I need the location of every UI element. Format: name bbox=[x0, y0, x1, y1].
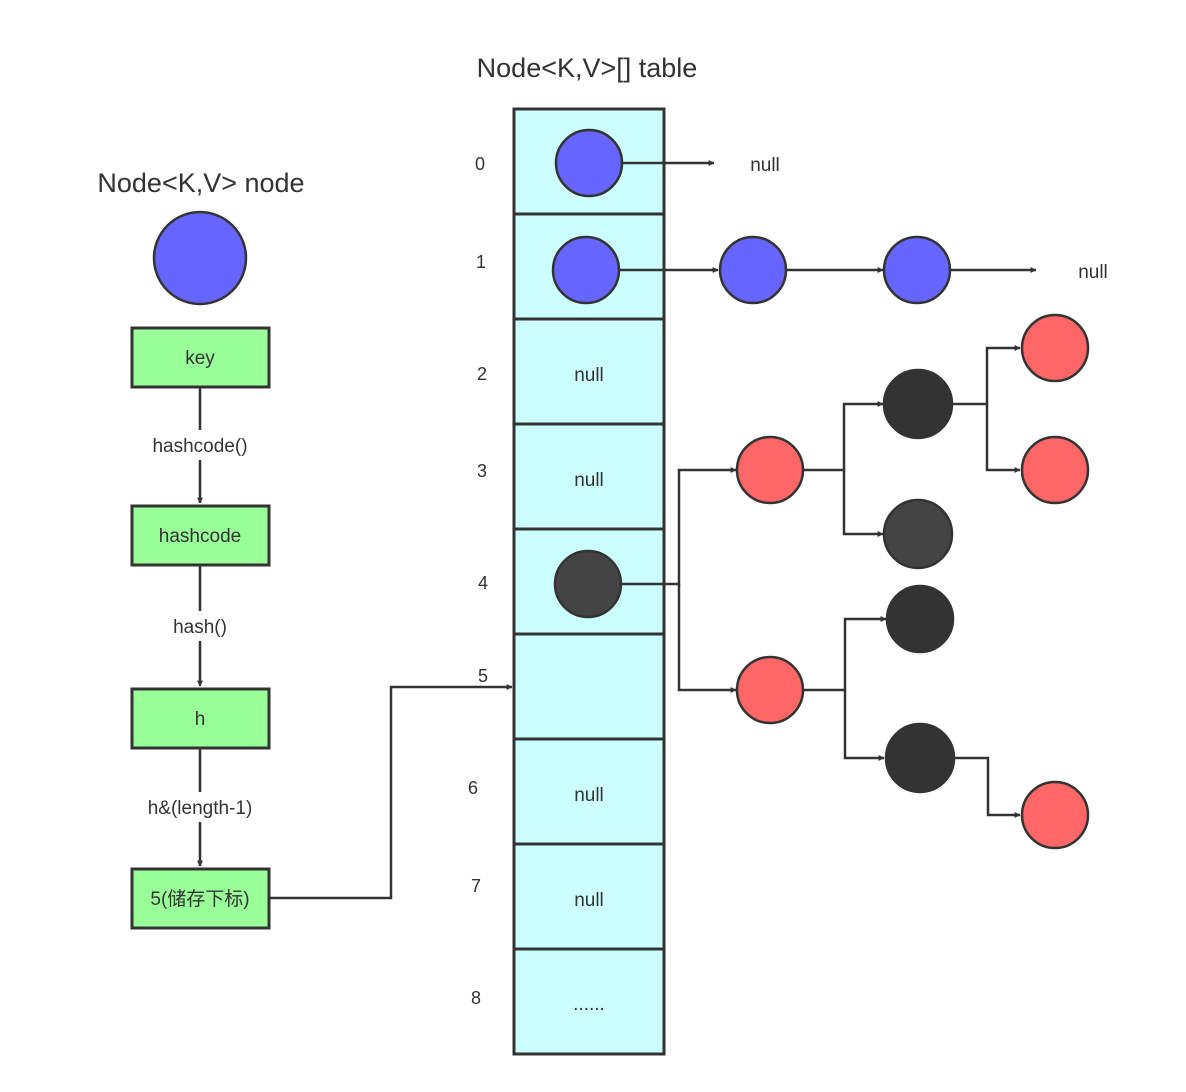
tree-edge-red-upper-to-black-a bbox=[804, 401, 884, 472]
row-index-5: 5 bbox=[478, 666, 488, 686]
tree-edge-red-lower-to-black-c bbox=[843, 690, 885, 761]
row-index-2: 2 bbox=[477, 364, 487, 384]
key-label: key bbox=[185, 348, 215, 369]
tree-black-node-b bbox=[885, 584, 955, 654]
tree-dark-node bbox=[882, 498, 954, 570]
tree-edge-black-a-to-red-a bbox=[953, 345, 1021, 406]
table-cell-2 bbox=[512, 317, 666, 426]
tree-black-node-c bbox=[884, 722, 956, 794]
op-hashcode-bg bbox=[140, 430, 260, 460]
hashcode-label: hashcode bbox=[159, 526, 241, 547]
cell-text-2: null bbox=[574, 365, 604, 386]
tree-red-leaf-b bbox=[1020, 435, 1090, 505]
op-hash-label: hash() bbox=[173, 617, 227, 638]
tree-edge-red-upper-to-dark bbox=[842, 470, 884, 537]
cell-text-8: ...... bbox=[573, 994, 605, 1015]
tree-edge-root-to-red-lower bbox=[677, 584, 737, 693]
cell-text-3: null bbox=[574, 470, 604, 491]
row1-node-1 bbox=[551, 235, 621, 305]
row1-null-label: null bbox=[1078, 262, 1108, 283]
table-cell-5 bbox=[512, 632, 666, 741]
row1-node-3 bbox=[882, 235, 952, 305]
cell-text-6: null bbox=[574, 785, 604, 806]
table-cell-6 bbox=[512, 737, 666, 846]
hashcode-box bbox=[130, 504, 271, 567]
row0-null-label: null bbox=[750, 155, 780, 176]
tree-red-leaf-c bbox=[1020, 780, 1090, 850]
op-index-label: h&(length-1) bbox=[148, 798, 253, 819]
op-hash-bg bbox=[160, 611, 240, 641]
cell-text-7: null bbox=[574, 890, 604, 911]
op-hashcode-label: hashcode() bbox=[152, 436, 247, 457]
op-index-bg bbox=[132, 792, 268, 822]
row-index-3: 3 bbox=[477, 461, 487, 481]
tree-edge-black-a-to-red-b bbox=[985, 404, 1021, 473]
h-box bbox=[130, 687, 271, 750]
tree-edge-black-c-to-red-c bbox=[955, 756, 1021, 818]
tree-edge-red-lower-to-black-b bbox=[804, 616, 887, 692]
row-index-1: 1 bbox=[476, 252, 486, 272]
table-cell-8 bbox=[512, 947, 666, 1056]
row-index-4: 4 bbox=[478, 573, 488, 593]
row1-node-2 bbox=[718, 235, 788, 305]
tree-edge-root-to-red-upper bbox=[622, 467, 737, 586]
tree-red-leaf-a bbox=[1020, 313, 1090, 383]
row-index-7: 7 bbox=[471, 876, 481, 896]
h-label: h bbox=[195, 709, 206, 730]
row0-node bbox=[554, 128, 624, 198]
arrow-index-to-row5 bbox=[270, 684, 513, 900]
row-index-6: 6 bbox=[468, 778, 478, 798]
tree-red-node-lower bbox=[735, 655, 805, 725]
tree-black-node-a bbox=[882, 368, 954, 440]
row-index-0: 0 bbox=[475, 154, 485, 174]
row-index-8: 8 bbox=[471, 988, 481, 1008]
index-result-label: 5(储存下标) bbox=[150, 888, 249, 910]
key-box bbox=[130, 326, 271, 389]
tree-root-node bbox=[553, 549, 623, 619]
tree-red-node-upper bbox=[735, 435, 805, 505]
node-title: Node<K,V> node bbox=[97, 168, 304, 198]
table-title: Node<K,V>[] table bbox=[477, 53, 698, 83]
index-result-box bbox=[130, 867, 271, 930]
table-cell-3 bbox=[512, 422, 666, 531]
input-node-circle bbox=[152, 210, 248, 306]
